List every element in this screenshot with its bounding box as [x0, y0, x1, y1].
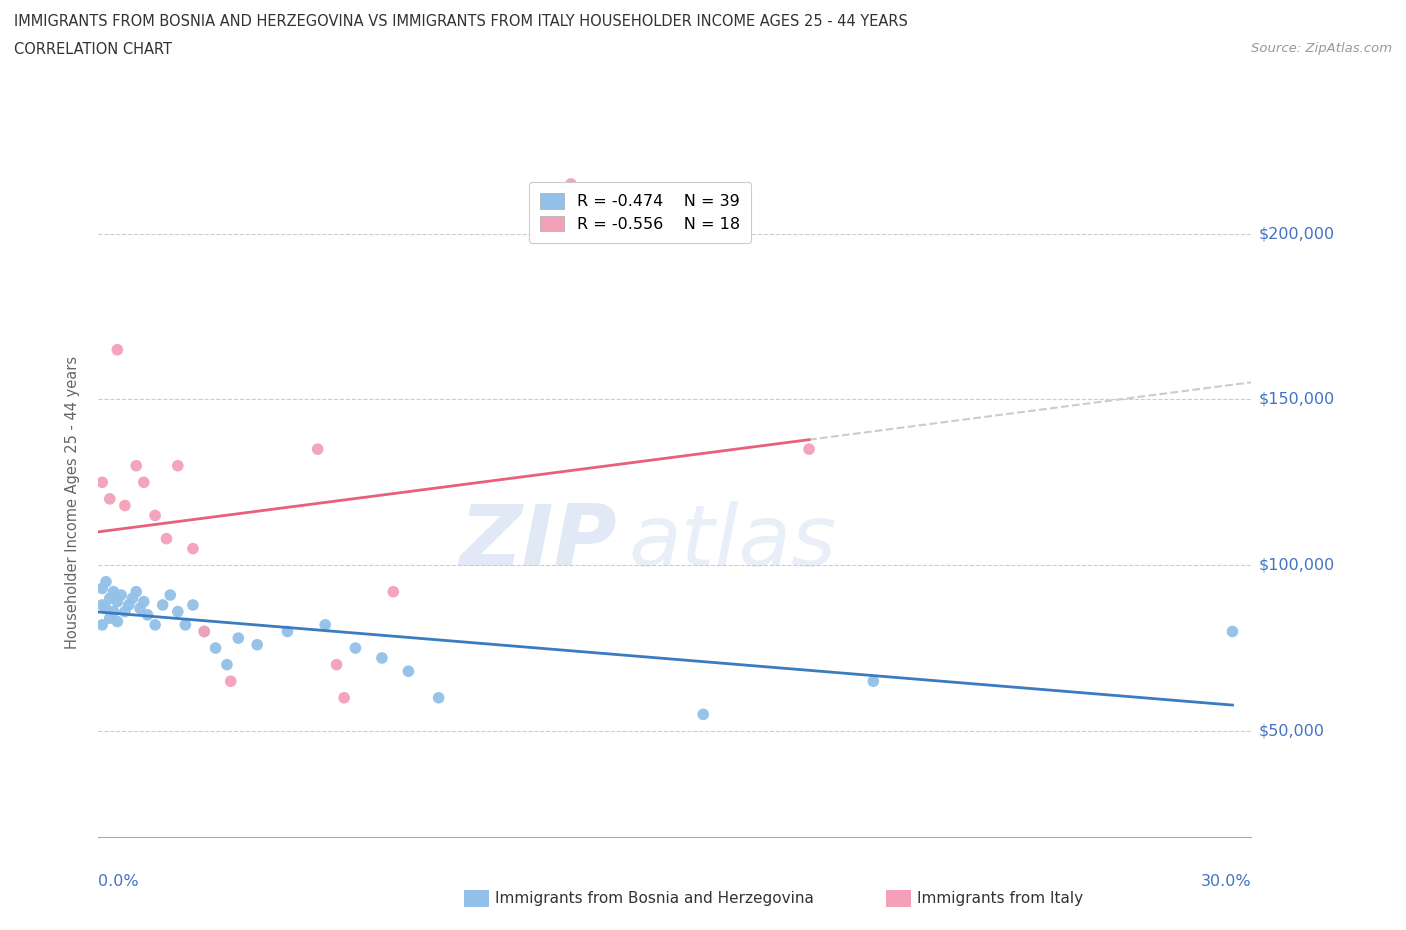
Text: Source: ZipAtlas.com: Source: ZipAtlas.com — [1251, 42, 1392, 55]
Point — [314, 618, 336, 632]
Text: $200,000: $200,000 — [1258, 226, 1334, 241]
Point — [325, 658, 347, 672]
Point — [91, 475, 114, 490]
Point — [396, 664, 419, 679]
Text: Immigrants from Italy: Immigrants from Italy — [917, 891, 1083, 906]
Point — [333, 690, 356, 705]
Point — [98, 611, 121, 626]
Point — [862, 673, 884, 688]
Point — [307, 442, 329, 457]
Text: $150,000: $150,000 — [1258, 392, 1334, 407]
Point — [155, 531, 177, 546]
Point — [226, 631, 249, 645]
Point — [91, 581, 114, 596]
Point — [114, 498, 136, 513]
Point — [132, 475, 155, 490]
Point — [121, 591, 143, 605]
Point — [105, 594, 128, 609]
Text: IMMIGRANTS FROM BOSNIA AND HERZEGOVINA VS IMMIGRANTS FROM ITALY HOUSEHOLDER INCO: IMMIGRANTS FROM BOSNIA AND HERZEGOVINA V… — [14, 14, 908, 29]
Text: 30.0%: 30.0% — [1201, 874, 1251, 889]
Point — [427, 690, 450, 705]
Point — [105, 614, 128, 629]
Point — [215, 658, 238, 672]
Point — [797, 442, 820, 457]
Point — [94, 575, 117, 590]
Point — [344, 641, 367, 656]
Point — [103, 584, 125, 599]
Point — [129, 601, 152, 616]
Point — [103, 604, 125, 619]
Point — [125, 584, 148, 599]
Point — [219, 673, 242, 688]
Point — [276, 624, 298, 639]
Point — [105, 342, 128, 357]
Point — [136, 607, 159, 622]
Point — [193, 624, 215, 639]
Y-axis label: Householder Income Ages 25 - 44 years: Householder Income Ages 25 - 44 years — [65, 355, 80, 649]
Text: CORRELATION CHART: CORRELATION CHART — [14, 42, 172, 57]
Text: $50,000: $50,000 — [1258, 724, 1324, 738]
Point — [181, 597, 204, 612]
Point — [143, 618, 166, 632]
Point — [371, 651, 394, 666]
Point — [692, 707, 714, 722]
Point — [118, 597, 141, 612]
Point — [181, 541, 204, 556]
Point — [204, 641, 226, 656]
Point — [91, 597, 114, 612]
Point — [166, 604, 188, 619]
Point — [94, 601, 117, 616]
Point — [91, 618, 114, 632]
Point — [152, 597, 174, 612]
Point — [110, 588, 132, 603]
Text: Immigrants from Bosnia and Herzegovina: Immigrants from Bosnia and Herzegovina — [495, 891, 814, 906]
Text: $100,000: $100,000 — [1258, 558, 1334, 573]
Legend: R = -0.474    N = 39, R = -0.556    N = 18: R = -0.474 N = 39, R = -0.556 N = 18 — [529, 182, 751, 243]
Point — [1222, 624, 1244, 639]
Text: ZIP: ZIP — [460, 501, 617, 584]
Text: 0.0%: 0.0% — [98, 874, 139, 889]
Point — [382, 584, 405, 599]
Point — [193, 624, 215, 639]
Point — [132, 594, 155, 609]
Text: atlas: atlas — [628, 501, 837, 584]
Point — [98, 591, 121, 605]
Point — [166, 458, 188, 473]
Point — [143, 508, 166, 523]
Point — [125, 458, 148, 473]
Point — [114, 604, 136, 619]
Point — [98, 491, 121, 506]
Point — [159, 588, 181, 603]
Point — [246, 637, 269, 652]
Point — [560, 177, 582, 192]
Point — [174, 618, 197, 632]
